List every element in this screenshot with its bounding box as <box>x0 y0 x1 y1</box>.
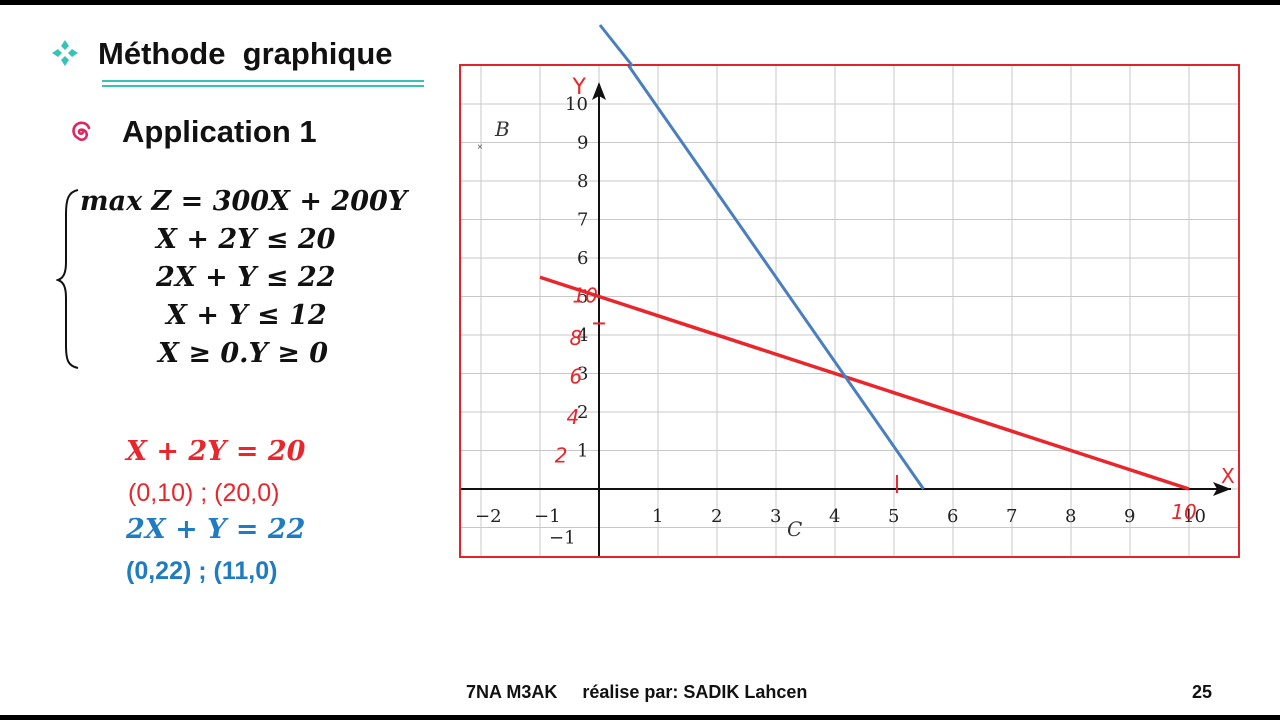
x-tick-label: 2 <box>711 506 722 527</box>
constraint-1: X + 2Y ≤ 20 <box>156 224 336 255</box>
bottom-border <box>0 715 1280 720</box>
left-brace <box>56 189 79 369</box>
y-tick-label: 10 <box>565 94 588 115</box>
x-axis-arrow <box>1213 482 1231 496</box>
y-tick-label: 5 <box>577 287 588 308</box>
x-tick-label: 7 <box>1006 506 1017 527</box>
x-tick-label: −1 <box>534 506 561 527</box>
diamond-bullet-icon <box>52 40 78 66</box>
point-marker-b: × <box>477 142 483 153</box>
y-tick-label: 9 <box>577 133 588 154</box>
handwritten-mark: 8 <box>570 326 583 350</box>
objective-function: max Z = 300X + 200Y <box>80 186 408 217</box>
red-constraint-line <box>539 275 1190 491</box>
y-tick-label: 3 <box>577 364 588 385</box>
x-tick-label: −2 <box>475 506 502 527</box>
point-label-b: B <box>494 117 510 141</box>
red-line-points: (0,10) ; (20,0) <box>128 479 280 507</box>
x-tick-label: 1 <box>652 506 663 527</box>
top-border <box>0 0 1280 5</box>
point-label-c: C <box>787 517 802 541</box>
y-tick-label: 4 <box>577 325 588 346</box>
slide-title-row: Méthode graphique <box>50 34 430 78</box>
handwritten-x-axis-label: X <box>1221 464 1235 488</box>
y-tick-label: 8 <box>577 171 588 192</box>
constraint-4: X ≥ 0.Y ≥ 0 <box>158 338 329 369</box>
application-heading: Application 1 <box>70 114 400 154</box>
footer-credits: 7NA M3AK réalise par: SADIK Lahcen <box>466 682 808 702</box>
x-tick-label: 6 <box>947 506 958 527</box>
blue-constraint-line <box>627 66 925 490</box>
chart-frame: −2 −1 1 2 3 4 5 6 7 8 9 10 −1 1 2 3 4 5 6 7 8 9 10 B × C 10 8 6 4 2 1… <box>459 64 1240 558</box>
x-tick-label: 9 <box>1124 506 1135 527</box>
constraint-2: 2X + Y ≤ 22 <box>156 262 336 293</box>
application-label: Application 1 <box>122 114 317 149</box>
handwritten-mark: 10 <box>1171 500 1196 524</box>
x-tick-label: 3 <box>770 506 781 527</box>
linear-program-system: max Z = 300X + 200Y X + 2Y ≤ 20 2X + Y ≤… <box>56 186 436 376</box>
title-underline <box>102 80 424 87</box>
x-tick-label: 5 <box>888 506 899 527</box>
swirl-bullet-icon <box>72 121 91 141</box>
handwritten-mark: 10 <box>572 284 597 308</box>
red-line-equation: X + 2Y = 20 <box>126 436 306 467</box>
x-tick-label: 10 <box>1183 506 1206 527</box>
blue-line-equation: 2X + Y = 22 <box>126 514 306 545</box>
handwritten-mark: 6 <box>570 365 583 389</box>
handwritten-mark: 4 <box>567 405 580 429</box>
handwritten-mark: 2 <box>555 444 568 468</box>
page-number: 25 <box>1192 682 1213 702</box>
y-tick-label: 2 <box>577 402 588 423</box>
handwritten-y-axis-label: Y <box>571 75 586 100</box>
y-tick-label: 7 <box>577 210 588 231</box>
y-tick-label: 6 <box>577 248 588 269</box>
x-tick-label: 8 <box>1065 506 1076 527</box>
y-tick-label: 1 <box>577 441 588 462</box>
blue-line-points: (0,22) ; (11,0) <box>126 557 278 585</box>
x-tick-label: 4 <box>829 506 840 527</box>
constraint-3: X + Y ≤ 12 <box>166 300 327 331</box>
y-tick-label: −1 <box>549 528 576 549</box>
blue-line-extension <box>598 24 634 67</box>
page-title: Méthode graphique <box>98 36 393 71</box>
y-axis-arrow <box>592 82 606 100</box>
